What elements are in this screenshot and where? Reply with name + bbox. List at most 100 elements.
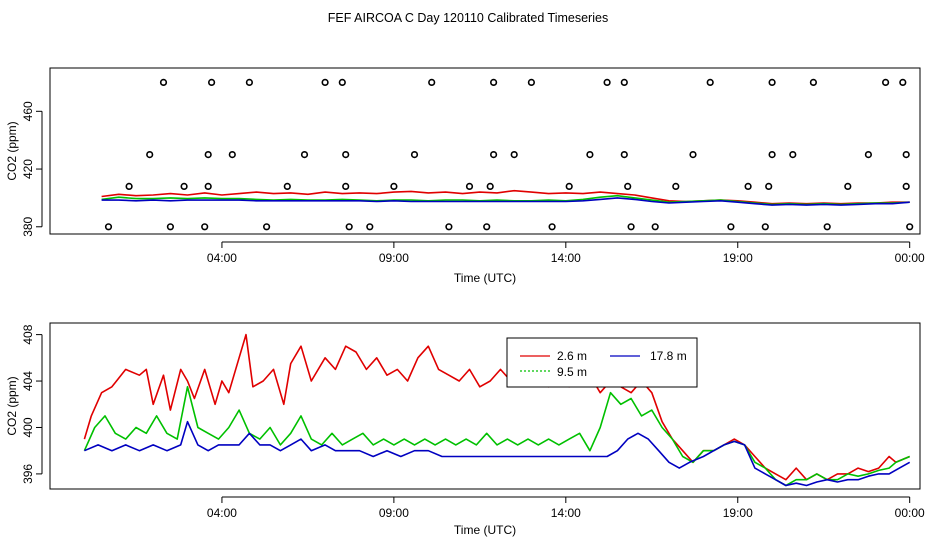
x-axis-top: 04:00 09:00 14:00 19:00 00:00 <box>207 241 925 265</box>
calibration-point <box>146 151 154 159</box>
calibration-point <box>490 151 498 159</box>
calibration-point <box>744 182 752 190</box>
calibration-point <box>844 182 852 190</box>
figure-title: FEF AIRCOA C Day 120110 Calibrated Times… <box>328 11 608 25</box>
calibration-point <box>428 78 436 86</box>
calibration-point <box>548 223 556 231</box>
y-axis-label-bottom: CO2 (ppm) <box>5 376 19 435</box>
calibration-point <box>263 223 271 231</box>
calibration-point <box>761 223 769 231</box>
calibration-point <box>620 78 628 86</box>
y-axis-bottom: 396 400 404 408 <box>21 324 43 484</box>
calibration-point <box>445 223 453 231</box>
y-tick-label: 380 <box>21 216 35 236</box>
legend-label-9-5m: 9.5 m <box>557 365 587 379</box>
calibration-point <box>651 223 659 231</box>
calibration-point <box>906 223 914 231</box>
x-tick-label: 14:00 <box>551 251 581 265</box>
calibration-point <box>159 78 168 86</box>
calibration-point <box>765 182 773 190</box>
series-bottom <box>83 333 911 487</box>
calibration-point <box>902 182 910 190</box>
x-tick-label: 19:00 <box>723 506 753 520</box>
calibration-point <box>180 182 188 190</box>
x-tick-label: 19:00 <box>723 251 753 265</box>
calibration-point <box>899 78 907 86</box>
series-top <box>101 189 910 206</box>
calibration-point <box>245 78 253 86</box>
calibration-point <box>689 151 697 159</box>
calibration-point <box>672 182 680 190</box>
calibration-point <box>338 78 346 86</box>
x-tick-label: 09:00 <box>379 506 409 520</box>
panel-top: 380 420 460 04:00 09:00 14:00 19:00 00:00 Time… <box>5 67 925 285</box>
calibration-point <box>586 151 594 159</box>
calibration-point <box>603 78 611 86</box>
calibration-point <box>342 151 350 159</box>
calibration-point <box>620 151 628 159</box>
calibration-point <box>706 78 714 86</box>
y-axis-label-top: CO2 (ppm) <box>5 121 19 180</box>
calibration-point <box>768 151 776 159</box>
panel-bottom: 396 400 404 408 04:00 09:00 14:00 19:00 00:00 T… <box>5 322 925 537</box>
x-axis-bottom: 04:00 09:00 14:00 19:00 00:00 <box>207 496 925 520</box>
calibration-point <box>125 182 133 190</box>
legend-label-2-6m: 2.6 m <box>557 349 587 363</box>
calibration-point <box>490 78 498 86</box>
calibration-point <box>823 223 831 231</box>
series-line-17-8-m <box>84 420 911 487</box>
calibration-points <box>104 78 914 231</box>
x-tick-label: 00:00 <box>895 251 925 265</box>
x-tick-label: 04:00 <box>207 251 237 265</box>
calibration-point <box>390 182 398 190</box>
calibration-point <box>486 182 494 190</box>
x-tick-label: 00:00 <box>895 506 925 520</box>
y-tick-label: 404 <box>21 371 35 391</box>
calibration-point <box>300 151 309 159</box>
series-line-17-8-m <box>101 197 910 206</box>
legend: 2.6 m 17.8 m 9.5 m <box>506 337 698 388</box>
calibration-point <box>727 223 735 231</box>
calibration-point <box>104 223 113 231</box>
calibration-point <box>410 151 419 159</box>
calibration-point <box>624 182 632 190</box>
calibration-point <box>465 182 474 190</box>
calibration-point <box>789 151 797 159</box>
calibration-point <box>204 151 212 159</box>
calibration-point <box>902 151 910 159</box>
y-tick-label: 408 <box>21 324 35 344</box>
calibration-point <box>204 182 212 190</box>
calibration-point <box>483 223 491 231</box>
series-line-9-5-m <box>83 386 911 487</box>
calibration-point <box>510 151 518 159</box>
y-tick-label: 420 <box>21 159 35 179</box>
calibration-point <box>881 78 890 86</box>
plot-frame-bottom <box>49 322 921 490</box>
x-tick-label: 14:00 <box>551 506 581 520</box>
x-axis-label-bottom: Time (UTC) <box>454 523 516 537</box>
y-axis-top: 380 420 460 <box>21 101 43 237</box>
calibration-point <box>864 151 873 159</box>
x-axis-label-top: Time (UTC) <box>454 271 516 285</box>
calibration-point <box>283 182 291 190</box>
calibration-point <box>366 223 374 231</box>
calibration-point <box>342 182 350 190</box>
calibration-point <box>768 78 776 86</box>
calibration-point <box>228 151 236 159</box>
calibration-point <box>345 223 353 231</box>
calibration-point <box>166 223 174 231</box>
calibration-point <box>321 78 329 86</box>
y-tick-label: 460 <box>21 101 35 121</box>
y-tick-label: 396 <box>21 464 35 484</box>
legend-box <box>506 337 698 388</box>
calibration-point <box>208 78 216 86</box>
y-tick-label: 400 <box>21 417 35 437</box>
calibration-point <box>809 78 818 86</box>
calibration-point <box>627 223 635 231</box>
x-tick-label: 09:00 <box>379 251 409 265</box>
plot-frame-top <box>49 67 921 235</box>
calibration-point <box>527 78 536 86</box>
calibration-point <box>565 182 573 190</box>
series-line-2-6-m <box>83 333 911 481</box>
